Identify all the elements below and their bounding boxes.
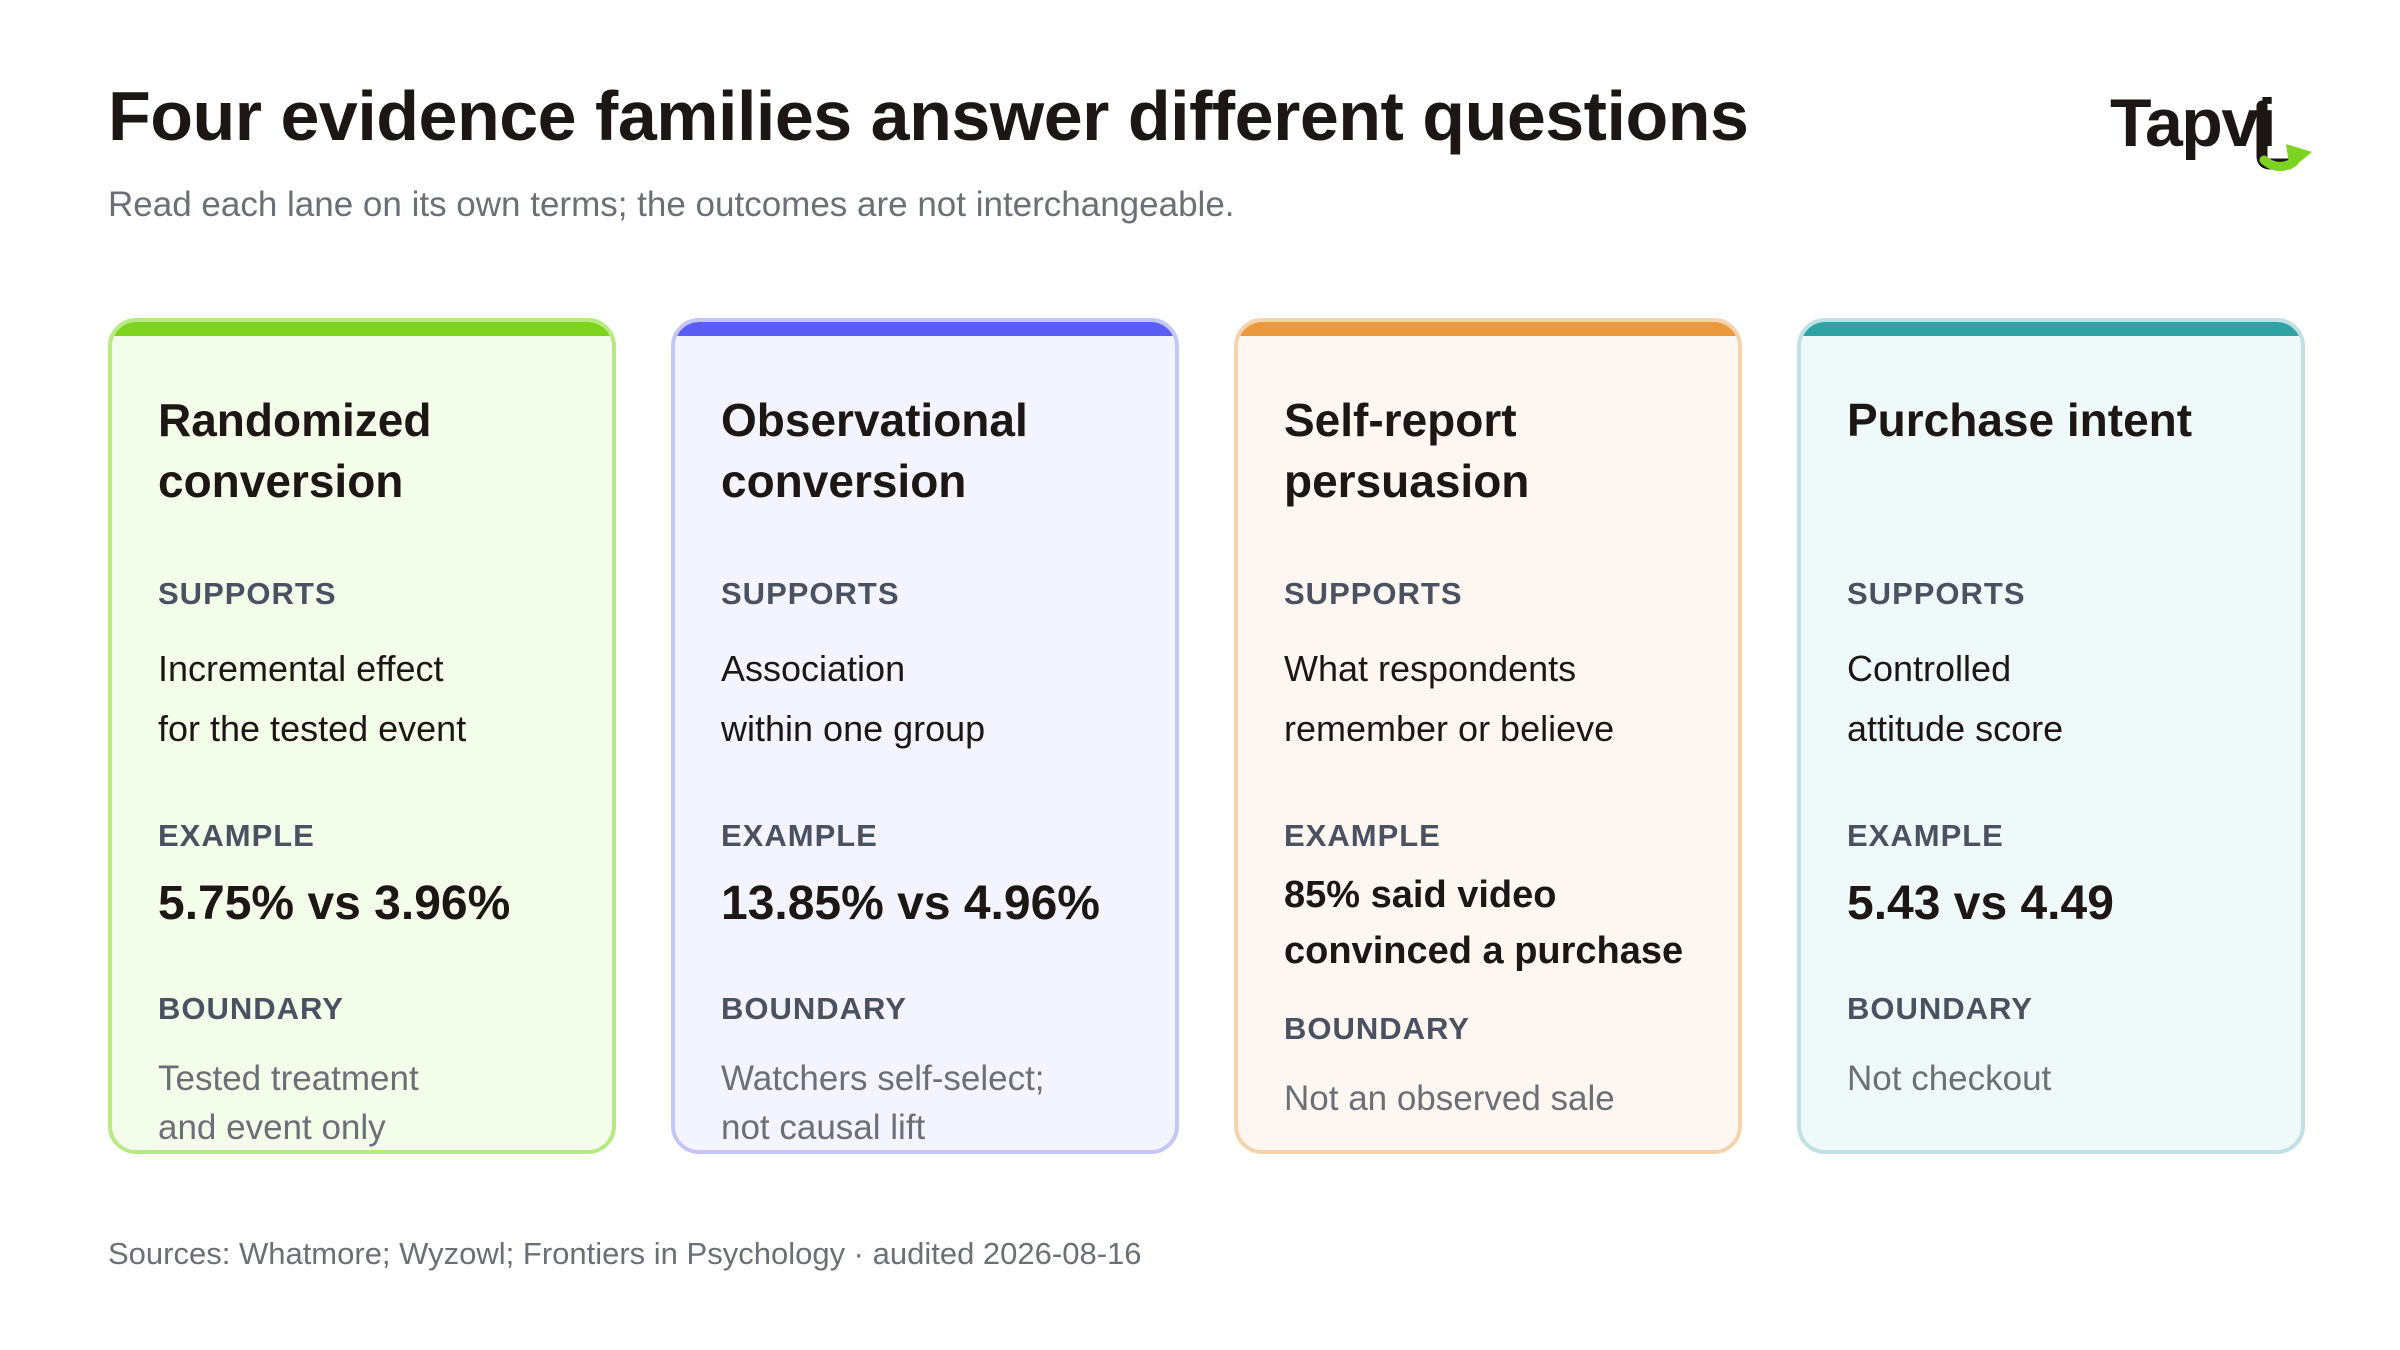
example-value: 13.85% vs 4.96% [721,877,1100,930]
example-label: EXAMPLE [721,818,878,853]
logo-arrow-icon [2256,100,2312,171]
supports-text: What respondents remember or believe [1284,648,1615,749]
boundary-label: BOUNDARY [1847,991,2033,1026]
card-observational-conversion: Observational conversion SUPPORTS Associ… [671,318,1179,1154]
card-randomized-conversion: Randomized conversion SUPPORTS Increment… [108,318,616,1154]
boundary-text: Not an observed sale [1284,1079,1615,1118]
example-label: EXAMPLE [1847,818,2004,853]
supports-text: Association within one group [721,648,986,749]
supports-label: SUPPORTS [721,576,900,611]
boundary-label: BOUNDARY [158,991,344,1026]
example-value: 5.43 vs 4.49 [1847,877,2114,930]
card-self-report-persuasion: Self-report persuasion SUPPORTS What res… [1234,318,1742,1154]
page-title: Four evidence families answer different … [108,77,1749,155]
boundary-text: Watchers self-select; not causal lift [721,1059,1045,1147]
card-title: Self-report persuasion [1284,394,1530,507]
boundary-text: Not checkout [1847,1059,2052,1098]
card-title: Observational conversion [721,394,1028,507]
card-accent-bar [1801,322,2301,336]
supports-label: SUPPORTS [1847,576,2026,611]
example-value: 5.75% vs 3.96% [158,877,511,930]
card-accent-bar [112,322,612,336]
card-title: Randomized conversion [158,394,432,507]
supports-label: SUPPORTS [158,576,337,611]
card-purchase-intent: Purchase intent SUPPORTS Controlled attit… [1797,318,2305,1154]
example-label: EXAMPLE [1284,818,1441,853]
card-accent-bar [675,322,1175,336]
card-title: Purchase intent [1847,394,2193,446]
boundary-text: Tested treatment and event only [158,1059,419,1147]
logo-wordmark: Tapvi [2110,85,2277,161]
supports-text: Controlled attitude score [1847,648,2064,749]
evidence-cards: Randomized conversion SUPPORTS Increment… [108,318,2306,1158]
brand-logo: Tapvi [2110,86,2330,176]
supports-text: Incremental effect for the tested event [158,648,467,749]
example-label: EXAMPLE [158,818,315,853]
footer-sources: Sources: Whatmore; Wyzowl; Frontiers in … [108,1236,1142,1271]
card-accent-bar [1238,322,1738,336]
boundary-label: BOUNDARY [1284,1011,1470,1046]
page-subtitle: Read each lane on its own terms; the out… [108,185,1235,224]
supports-label: SUPPORTS [1284,576,1463,611]
boundary-label: BOUNDARY [721,991,907,1026]
example-value: 85% said video convinced a purchase [1284,874,1684,972]
